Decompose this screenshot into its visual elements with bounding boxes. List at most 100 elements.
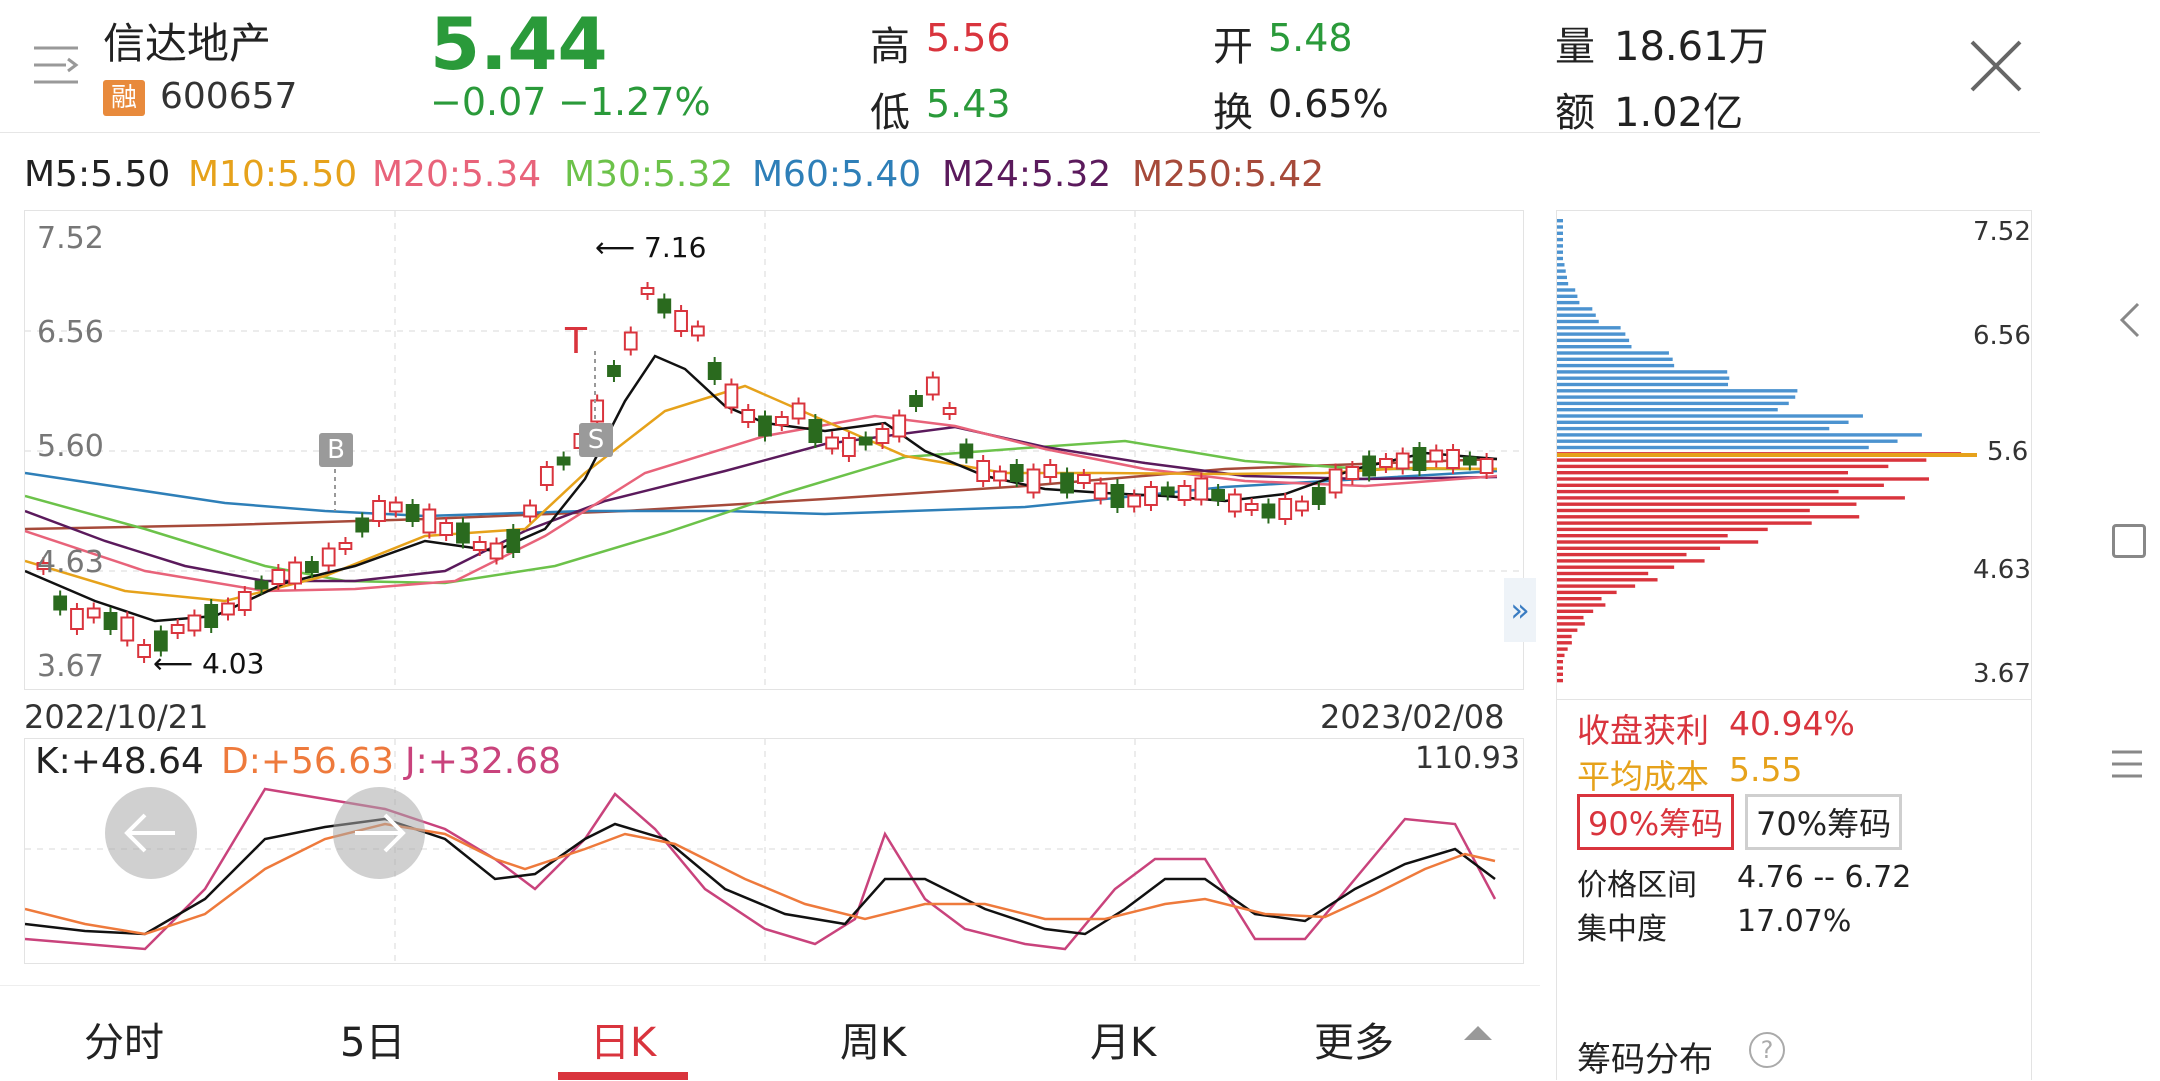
chip-bar bbox=[1557, 521, 1812, 525]
chip-chart: 7.52 6.56 5.6 4.63 3.67 bbox=[1557, 210, 2031, 700]
candle bbox=[892, 414, 907, 438]
chip-bar bbox=[1557, 445, 1869, 450]
buy-marker[interactable]: B bbox=[319, 433, 353, 467]
chip-bar bbox=[1557, 502, 1857, 506]
candle bbox=[1462, 456, 1477, 466]
tab-more[interactable]: 更多 bbox=[1314, 1020, 1394, 1066]
amount-value: 1.02亿 bbox=[1614, 90, 1744, 136]
candle bbox=[321, 547, 336, 567]
margin-badge: 融 bbox=[103, 80, 145, 116]
hamburger-icon[interactable] bbox=[2110, 748, 2144, 784]
chip-bar bbox=[1557, 559, 1705, 563]
tab-5day[interactable]: 5日 bbox=[340, 1020, 406, 1066]
chip-panel: 7.52 6.56 5.6 4.63 3.67 收盘获利 40.94% 平均成本… bbox=[1556, 210, 2032, 1080]
square-icon[interactable] bbox=[2112, 524, 2146, 558]
close-icon[interactable] bbox=[1968, 38, 2024, 94]
candle bbox=[70, 608, 84, 630]
ma5-label: M5:5.50 bbox=[24, 154, 171, 195]
price-change: −0.07 bbox=[430, 80, 547, 124]
price-change-pct: −1.27% bbox=[558, 80, 711, 124]
scroll-left-button[interactable] bbox=[105, 787, 197, 879]
chip-dist-label: 筹码分布 bbox=[1577, 1040, 1713, 1080]
sell-marker[interactable]: S bbox=[579, 423, 613, 457]
menu-icon[interactable] bbox=[32, 42, 80, 88]
chip-bar bbox=[1557, 370, 1728, 374]
chip-bar bbox=[1557, 282, 1569, 286]
candle bbox=[909, 395, 923, 407]
candle bbox=[288, 561, 302, 585]
high-note: 7.16 bbox=[644, 231, 707, 264]
ma60-label: M60:5.40 bbox=[752, 154, 922, 195]
chip-90-button[interactable]: 90%筹码 bbox=[1577, 794, 1735, 850]
candle bbox=[388, 501, 403, 513]
chip-bar bbox=[1557, 231, 1563, 235]
triangle-up-icon[interactable] bbox=[1464, 1026, 1492, 1040]
chip-bar bbox=[1557, 458, 1927, 462]
chip-bar bbox=[1557, 660, 1563, 664]
candle bbox=[741, 409, 756, 423]
ma-lines bbox=[25, 354, 1498, 623]
chip-bar bbox=[1557, 584, 1636, 588]
kline-chart[interactable]: 7.52 6.56 5.60 4.63 3.67 ⟵ 7.16 ⟵ 4.03 B… bbox=[24, 210, 1524, 690]
chip-bar bbox=[1557, 225, 1563, 229]
chip-bar bbox=[1557, 464, 1889, 469]
chip-bar bbox=[1557, 672, 1563, 676]
candle bbox=[405, 504, 420, 522]
candle bbox=[825, 436, 839, 450]
low-annotation: ⟵ 4.03 bbox=[153, 647, 264, 680]
high-annotation: ⟵ 7.16 bbox=[595, 231, 706, 264]
ma250-label: M250:5.42 bbox=[1132, 154, 1325, 195]
candle bbox=[640, 287, 655, 295]
candle bbox=[774, 416, 789, 426]
chevron-left-icon[interactable] bbox=[2118, 300, 2142, 344]
tab-intraday[interactable]: 分时 bbox=[84, 1020, 164, 1066]
chip-y-5: 3.67 bbox=[1973, 659, 2031, 689]
scroll-right-button[interactable] bbox=[333, 787, 425, 879]
candle bbox=[153, 630, 168, 652]
candle bbox=[1093, 482, 1108, 500]
low-label: 低 bbox=[870, 90, 910, 136]
arrow-left-icon bbox=[124, 813, 175, 853]
help-icon[interactable]: ? bbox=[1749, 1032, 1785, 1068]
high-label: 高 bbox=[870, 24, 910, 70]
expand-icon[interactable]: » bbox=[1504, 578, 1536, 642]
turnover-label: 换 bbox=[1213, 90, 1253, 136]
candle bbox=[1362, 455, 1377, 477]
candle bbox=[1446, 449, 1460, 469]
kdj-chart[interactable]: K:+48.64 D:+56.63 J:+32.68 110.93 bbox=[24, 738, 1524, 964]
chip-bar bbox=[1557, 571, 1649, 576]
chip-bar bbox=[1557, 250, 1563, 254]
chip-bar bbox=[1557, 319, 1599, 324]
chip-bar bbox=[1557, 439, 1898, 443]
y-tick-1: 7.52 bbox=[37, 221, 104, 256]
tab-weekly-k[interactable]: 周K bbox=[840, 1020, 907, 1066]
candle bbox=[724, 383, 739, 409]
candle bbox=[170, 624, 185, 634]
tab-daily-k[interactable]: 日K bbox=[590, 1020, 657, 1066]
current-price: 5.44 bbox=[430, 2, 608, 86]
chip-y-4: 4.63 bbox=[1973, 555, 2031, 585]
candle bbox=[36, 562, 51, 570]
turnover-value: 0.65% bbox=[1268, 82, 1389, 126]
candle bbox=[1177, 485, 1192, 501]
tab-monthly-k[interactable]: 月K bbox=[1090, 1020, 1157, 1066]
date-end: 2023/02/08 bbox=[1320, 698, 1505, 736]
open-label: 开 bbox=[1213, 24, 1253, 70]
candle bbox=[221, 602, 235, 616]
candle bbox=[1244, 503, 1259, 511]
candle bbox=[1479, 458, 1494, 474]
candle bbox=[1311, 487, 1326, 505]
y-tick-2: 6.56 bbox=[37, 315, 104, 350]
candle bbox=[1043, 464, 1058, 478]
candle bbox=[1429, 449, 1444, 463]
chip-bar bbox=[1557, 565, 1675, 569]
candle bbox=[842, 437, 856, 457]
tab-divider bbox=[0, 985, 1540, 986]
chip-bar bbox=[1557, 426, 1830, 431]
chip-bar bbox=[1557, 590, 1617, 595]
ma10-label: M10:5.50 bbox=[188, 154, 358, 195]
chip-70-button[interactable]: 70%筹码 bbox=[1745, 794, 1903, 850]
kdj-k: K:+48.64 bbox=[35, 741, 204, 782]
chip-bar bbox=[1557, 508, 1810, 513]
candle bbox=[1345, 466, 1360, 480]
